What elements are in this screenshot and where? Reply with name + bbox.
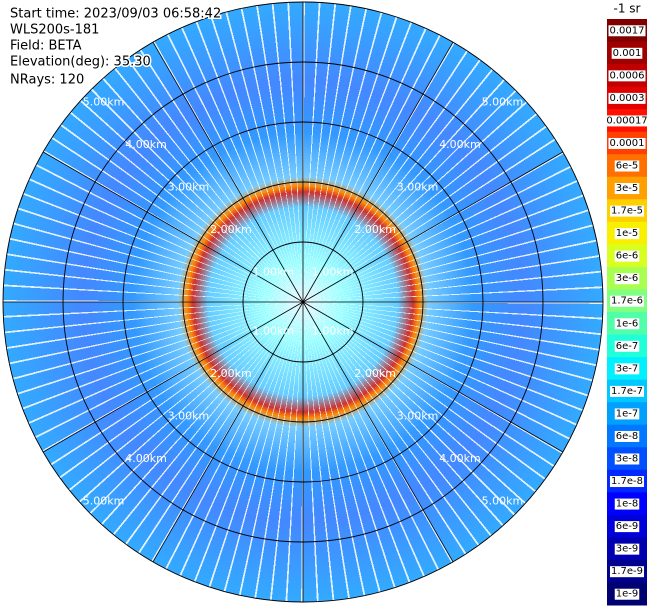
spoke: [152, 301, 304, 563]
colorbar-title: -1 sr: [614, 2, 641, 16]
spoke: [302, 151, 564, 303]
info-line: Start time: 2023/09/03 06:58:42: [10, 7, 221, 22]
label-box: [614, 588, 640, 600]
spoke: [42, 301, 304, 453]
range-label: 3.00km: [168, 180, 210, 193]
range-label: 3.00km: [397, 410, 439, 423]
range-label: 2.00km: [354, 367, 396, 380]
label-box: [609, 295, 645, 307]
colorbar-label: 6e-6: [616, 251, 639, 262]
colorbar-label: 3e-6: [616, 273, 639, 284]
colorbar-label: 3e-9: [616, 544, 639, 555]
range-label: 4.00km: [439, 452, 481, 465]
label-box: [609, 205, 645, 217]
spoke: [152, 41, 304, 303]
range-label: 4.00km: [125, 138, 167, 151]
info-line: Field: BETA: [10, 39, 82, 54]
info-line: WLS200s-181: [10, 23, 99, 38]
range-label: 1.00km: [312, 325, 354, 338]
label-box: [614, 363, 640, 375]
range-label: 5.00km: [482, 96, 524, 109]
colorbar-label: 3e-7: [616, 363, 639, 374]
range-label: 5.00km: [482, 494, 524, 507]
colorbar-label: 0.0017: [610, 25, 645, 36]
range-ring: [122, 121, 484, 483]
colorbar-label: 6e-5: [616, 161, 639, 172]
colorbar-label: 1e-5: [616, 228, 639, 239]
label-box: [609, 566, 645, 578]
label-box: [608, 137, 646, 149]
label-box: [614, 498, 640, 510]
label-box: [608, 25, 646, 37]
colorbar-label: 6e-7: [616, 341, 639, 352]
label-box: [614, 340, 640, 352]
colorbar-label: 0.0003: [610, 93, 645, 104]
spoke: [302, 41, 454, 303]
spoke: [302, 301, 454, 563]
colorbar-label: 0.0001: [610, 138, 645, 149]
label-box: [614, 453, 640, 465]
label-box: [614, 273, 640, 285]
label-box: [614, 228, 640, 240]
label-box: [614, 318, 640, 330]
label-box: [609, 385, 645, 397]
label-box: [609, 476, 645, 488]
colorbar-label: 0.00017: [606, 115, 647, 126]
colorbar-label: 3e-5: [616, 183, 639, 194]
label-box: [605, 115, 647, 127]
colorbar-label: 1.7e-7: [611, 386, 643, 397]
range-label: 1.00km: [312, 265, 354, 278]
range-label: 5.00km: [83, 96, 125, 109]
spoke: [302, 301, 564, 453]
colorbar-label: 1e-7: [616, 408, 639, 419]
spoke: [42, 151, 304, 303]
colorbar-label: 0.001: [613, 48, 642, 59]
range-label: 2.00km: [210, 223, 252, 236]
colorbar-label: 0.0006: [610, 70, 645, 81]
info-line: Elevation(deg): 35.30: [10, 55, 151, 70]
label-box: [608, 70, 646, 82]
label-box: [614, 521, 640, 533]
colorbar-label: 1e-6: [616, 318, 639, 329]
colorbar-label: 1.7e-6: [611, 296, 643, 307]
range-ring: [2, 1, 604, 603]
label-box: [614, 160, 640, 172]
colorbar-label: 6e-9: [616, 521, 639, 532]
colorbar-label: 6e-8: [616, 431, 639, 442]
range-ring: [242, 241, 364, 363]
label-box: [614, 430, 640, 442]
range-label: 1.00km: [253, 325, 295, 338]
range-label: 3.00km: [168, 410, 210, 423]
range-label: 4.00km: [439, 138, 481, 151]
range-ring: [182, 181, 424, 423]
colorbar-label: 1.7e-5: [611, 206, 643, 217]
range-label: 4.00km: [125, 452, 167, 465]
label-box: [614, 408, 640, 420]
label-box: [614, 250, 640, 262]
colorbar-label: 1.7e-9: [611, 566, 643, 577]
range-label: 1.00km: [253, 265, 295, 278]
label-box: [608, 92, 646, 104]
range-label: 2.00km: [354, 223, 396, 236]
range-ring: [62, 61, 544, 543]
label-box: [611, 47, 643, 59]
colorbar-label: 1e-8: [616, 499, 639, 510]
colorbar-label: 1e-9: [616, 589, 639, 600]
colorbar-label: 3e-8: [616, 454, 639, 465]
label-box: [614, 543, 640, 555]
range-label: 3.00km: [397, 180, 439, 193]
range-label: 2.00km: [210, 367, 252, 380]
colorbar-label: 1.7e-8: [611, 476, 643, 487]
info-line: NRays: 120: [10, 73, 84, 88]
range-label: 5.00km: [83, 494, 125, 507]
label-box: [614, 183, 640, 195]
